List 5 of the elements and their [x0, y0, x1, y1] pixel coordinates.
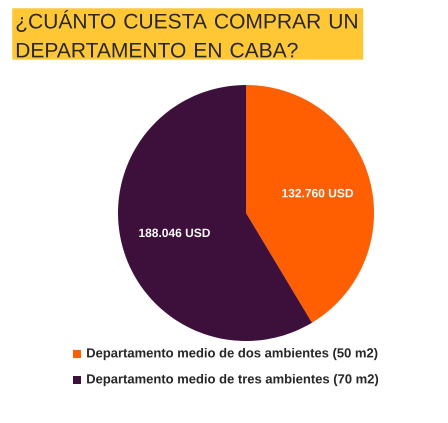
- data-label: 188.046 USD: [139, 228, 210, 238]
- data-label: 132.760 USD: [282, 188, 354, 198]
- chart-title: ¿CUÁNTO CUESTA COMPRAR UN DEPARTAMENTO EN CABA?: [16, 10, 357, 58]
- legend-label: Departamento medio de dos ambientes (50 m2): [87, 348, 378, 360]
- legend-label: Departamento medio de tres ambientes (70 m2): [87, 374, 378, 386]
